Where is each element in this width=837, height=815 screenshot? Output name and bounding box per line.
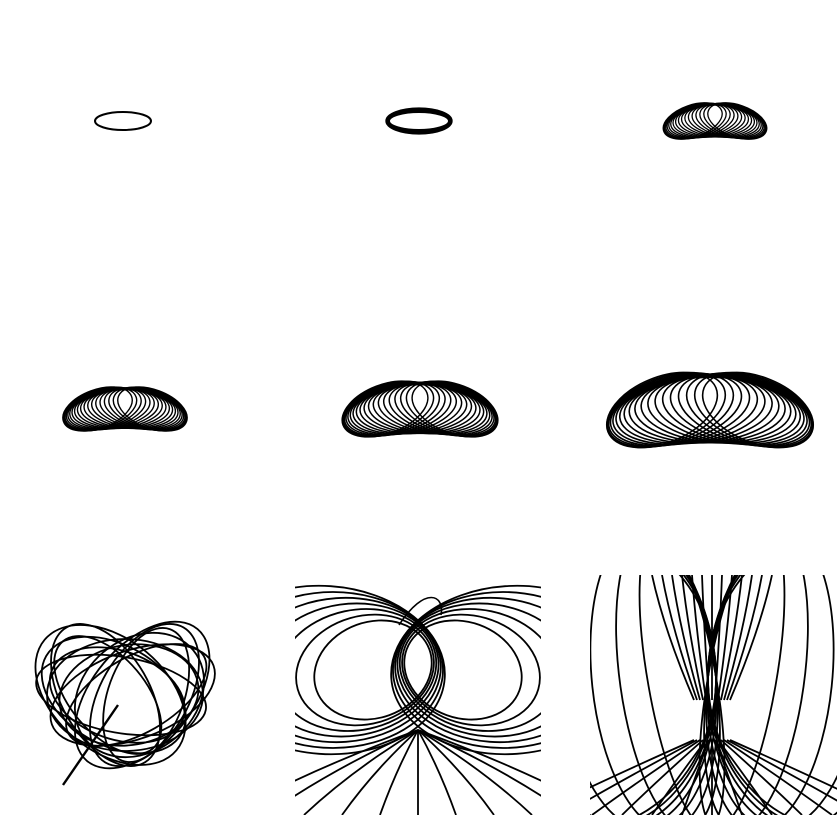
field-line (417, 729, 533, 815)
field-loop (699, 102, 767, 140)
field-line (729, 739, 837, 790)
field-loop (53, 635, 163, 755)
field-line (590, 739, 695, 789)
panel-3 (590, 0, 837, 245)
field-line (726, 575, 763, 701)
panel-2 (295, 0, 541, 245)
field-loop (49, 643, 216, 747)
field-loop (103, 387, 186, 431)
panel-2-canvas (385, 107, 453, 135)
field-loop (654, 375, 805, 445)
field-line (62, 704, 119, 786)
field-line (303, 729, 419, 815)
panel-5-canvas (341, 380, 499, 438)
field-loop (313, 619, 433, 721)
field-loop (295, 596, 442, 744)
field-line (417, 729, 495, 815)
field-loop (295, 591, 444, 749)
field-line (720, 739, 803, 815)
field-line (341, 729, 419, 815)
field-loop (40, 635, 187, 755)
panel-8-canvas (295, 584, 541, 815)
field-loop (669, 373, 811, 447)
field-line (717, 739, 773, 815)
panel-5 (295, 285, 541, 530)
field-line (417, 729, 457, 815)
field-line (417, 729, 541, 797)
ring-loop (385, 107, 453, 135)
field-loop (295, 584, 446, 756)
panel-4-canvas (62, 386, 188, 432)
field-loop (89, 623, 200, 767)
field-loop (390, 584, 541, 756)
field-line (691, 575, 707, 701)
field-line (729, 575, 773, 701)
field-line (621, 739, 704, 815)
field-loop (50, 623, 161, 767)
field-loop (117, 386, 188, 432)
field-loop (48, 646, 186, 744)
field-line (295, 729, 419, 782)
field-line (723, 575, 753, 701)
field-loop (661, 374, 808, 446)
field-loop (108, 386, 187, 432)
field-loop (394, 381, 497, 437)
field-line (723, 739, 833, 815)
field-line (651, 739, 707, 815)
panel-9 (590, 575, 837, 815)
field-line (720, 575, 743, 701)
field-line (701, 575, 710, 701)
field-line (714, 739, 743, 815)
field-loop (295, 608, 438, 732)
panel-6-canvas (605, 371, 815, 449)
field-line (681, 575, 704, 701)
field-loop (102, 627, 191, 763)
field-line (398, 596, 443, 626)
field-loop (399, 380, 498, 438)
panel-4 (0, 285, 250, 530)
field-line (379, 729, 419, 815)
field-line (417, 729, 541, 782)
panel-1-canvas (94, 111, 152, 131)
field-line (651, 575, 695, 701)
field-line (671, 575, 701, 701)
panel-8 (295, 575, 541, 815)
field-loop (411, 380, 499, 438)
field-line (717, 575, 733, 701)
field-line (714, 575, 723, 701)
field-loop (34, 624, 187, 766)
field-loop (707, 102, 768, 140)
field-loop (677, 372, 813, 448)
field-loop (396, 602, 541, 738)
panel-9-canvas (590, 575, 837, 815)
panel-7 (0, 575, 250, 815)
field-loop (401, 613, 541, 727)
field-line (681, 739, 710, 815)
field-loop (295, 602, 440, 738)
field-loop (295, 613, 435, 727)
field-line (726, 739, 837, 802)
field-loop (74, 620, 211, 770)
field-line (590, 739, 698, 800)
ring-loop (94, 111, 152, 131)
field-loop (394, 596, 541, 744)
field-loop (398, 608, 541, 732)
field-loop (701, 371, 815, 449)
panel-3-canvas (662, 102, 768, 140)
field-line (591, 739, 701, 815)
panel-7-canvas (34, 620, 216, 786)
field-loop (403, 619, 523, 721)
field-loop (388, 381, 495, 437)
field-line (661, 575, 698, 701)
field-loop (392, 591, 541, 749)
panel-1 (0, 0, 250, 245)
panel-6 (590, 285, 837, 530)
field-line (295, 729, 419, 797)
